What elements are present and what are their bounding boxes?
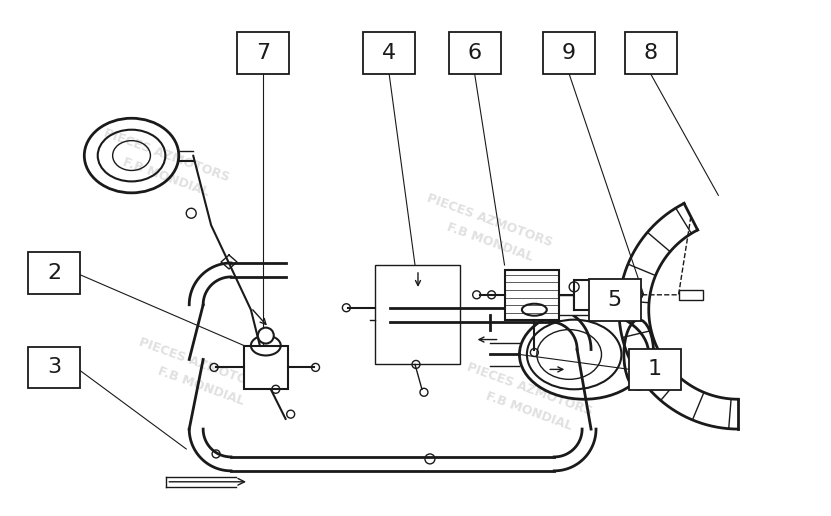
Text: 8: 8 [644,43,658,63]
Text: 2: 2 [47,263,61,283]
Bar [376,265,460,364]
Bar [574,280,604,310]
Bar [625,32,676,74]
Bar [589,279,641,320]
Bar [28,347,80,389]
Text: 7: 7 [256,43,270,63]
Bar [28,252,80,294]
Text: PIECES AZMOTORS: PIECES AZMOTORS [425,191,554,249]
Text: F.B MONDIAL: F.B MONDIAL [445,220,534,264]
Bar [543,32,595,74]
Text: PIECES AZMOTORS: PIECES AZMOTORS [136,335,266,393]
Text: 3: 3 [47,358,61,377]
Bar [244,346,288,389]
Text: PIECES AZMOTORS: PIECES AZMOTORS [101,127,231,184]
Text: F.B MONDIAL: F.B MONDIAL [121,156,211,199]
Text: F.B MONDIAL: F.B MONDIAL [156,365,246,408]
Bar [679,290,704,300]
Text: 1: 1 [647,360,661,379]
Bar [554,295,614,315]
Text: 5: 5 [607,290,622,310]
Text: F.B MONDIAL: F.B MONDIAL [484,390,574,433]
Bar [449,32,500,74]
Text: PIECES AZMOTORS: PIECES AZMOTORS [465,361,594,418]
Circle shape [258,328,273,344]
Text: 9: 9 [562,43,576,63]
Text: 4: 4 [382,43,396,63]
Bar [504,270,559,320]
Bar [237,32,288,74]
Bar [629,348,681,390]
Text: 6: 6 [468,43,482,63]
Bar [363,32,415,74]
